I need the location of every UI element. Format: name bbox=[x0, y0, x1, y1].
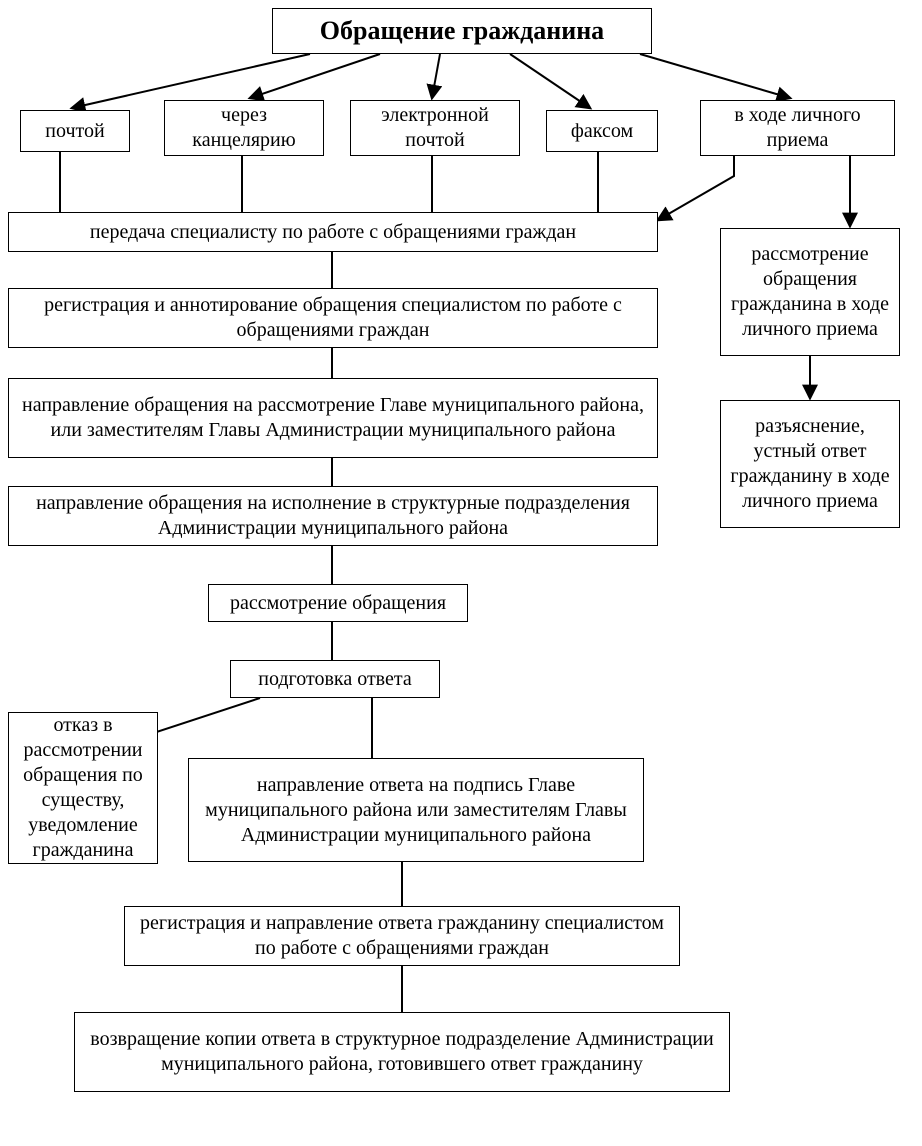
node-register: регистрация и аннотирование обращения сп… bbox=[8, 288, 658, 348]
node-transfer: передача специалисту по работе с обращен… bbox=[8, 212, 658, 252]
edge-1 bbox=[250, 54, 380, 98]
node-clarify: разъяснение, устный ответ гражданину в х… bbox=[720, 400, 900, 528]
edge-9 bbox=[658, 156, 734, 220]
node-review_personal: рассмотрение обращения гражданина в ходе… bbox=[720, 228, 900, 356]
node-reg_send: регистрация и направление ответа граждан… bbox=[124, 906, 680, 966]
node-prepare: подготовка ответа bbox=[230, 660, 440, 698]
node-email: электронной почтой bbox=[350, 100, 520, 156]
node-personal: в ходе личного приема bbox=[700, 100, 895, 156]
node-title: Обращение гражданина bbox=[272, 8, 652, 54]
node-sign: направление ответа на подпись Главе муни… bbox=[188, 758, 644, 862]
edge-4 bbox=[640, 54, 790, 98]
node-direct_head: направление обращения на рассмотрение Гл… bbox=[8, 378, 658, 458]
node-refusal: отказ в рассмотрении обращения по сущест… bbox=[8, 712, 158, 864]
node-mail: почтой bbox=[20, 110, 130, 152]
edges-layer bbox=[0, 0, 922, 1146]
node-review: рассмотрение обращения bbox=[208, 584, 468, 622]
edge-2 bbox=[432, 54, 440, 98]
node-direct_exec: направление обращения на исполнение в ст… bbox=[8, 486, 658, 546]
node-fax: факсом bbox=[546, 110, 658, 152]
node-return: возвращение копии ответа в структурное п… bbox=[74, 1012, 730, 1092]
node-office: через канцелярию bbox=[164, 100, 324, 156]
edge-3 bbox=[510, 54, 590, 108]
flowchart-canvas: Обращение гражданина почтой через канцеляр… bbox=[0, 0, 922, 1146]
